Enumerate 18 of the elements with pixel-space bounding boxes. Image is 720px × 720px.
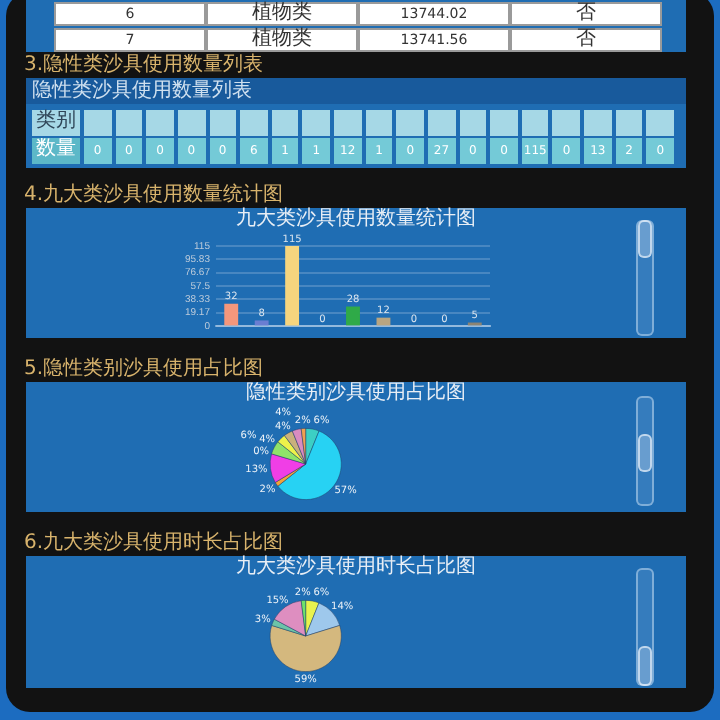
chart-subtitle: 九大类沙具使用数量统计图: [236, 208, 476, 230]
text: 植物类: [252, 27, 312, 49]
bar: [285, 246, 300, 326]
chart-subtitle: 隐性类别沙具使用占比图: [246, 382, 466, 404]
text: 类别: [36, 110, 76, 135]
text: 3.隐性类沙具使用数量列表: [24, 54, 264, 78]
text: 隐性类沙具使用数量列表: [32, 79, 252, 103]
bar: [224, 303, 239, 326]
text: 植物类: [252, 2, 312, 24]
text: 数量: [36, 138, 76, 163]
text: 否: [576, 2, 596, 24]
chart-title: 5.隐性类别沙具使用占比图: [24, 358, 264, 382]
text: 否: [576, 27, 596, 49]
bar: [346, 306, 360, 326]
chart-subtitle: 九大类沙具使用时长占比图: [236, 556, 476, 578]
bar: [254, 320, 269, 326]
chart-title: 4.九大类沙具使用数量统计图: [24, 184, 284, 207]
chart-title: 6.九大类沙具使用时长占比图: [24, 532, 284, 555]
